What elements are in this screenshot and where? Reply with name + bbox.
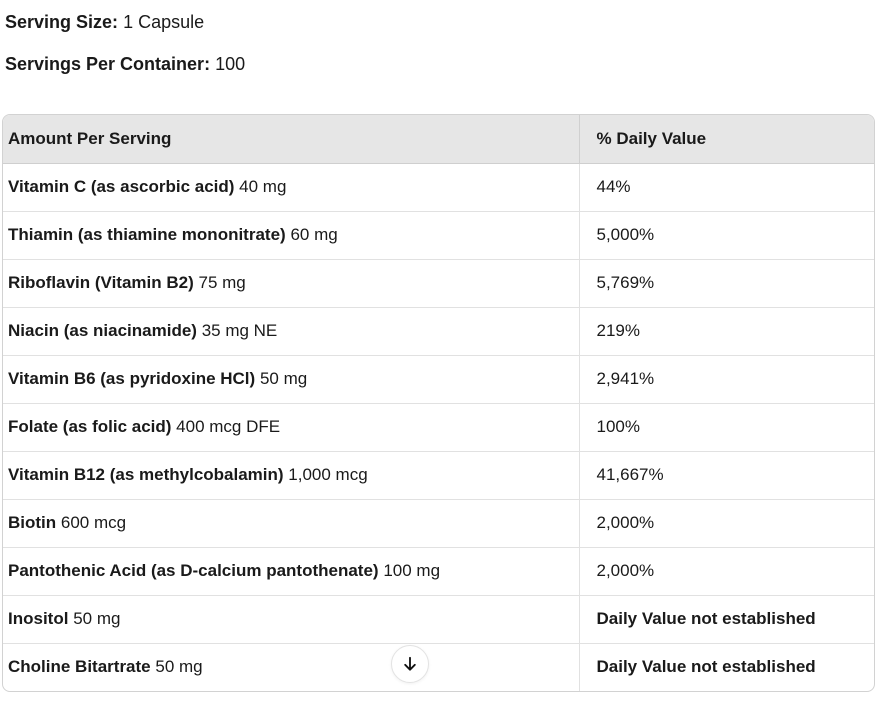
- daily-value-text: 5,000%: [596, 225, 655, 244]
- nutrient-cell: Folate (as folic acid) 400 mcg DFE: [3, 403, 579, 452]
- down-arrow-icon: [400, 654, 420, 674]
- nutrient-amount: 50 mg: [259, 369, 308, 388]
- daily-value-cell: 41,667%: [578, 451, 874, 500]
- table-row: Folate (as folic acid) 400 mcg DFE 100%: [3, 403, 874, 452]
- nutrient-cell: Biotin 600 mcg: [3, 499, 579, 548]
- nutrient-amount: 600 mcg: [60, 513, 127, 532]
- nutrient-amount: 100 mg: [383, 561, 441, 580]
- nutrient-name: Pantothenic Acid (as D-calcium pantothen…: [8, 561, 379, 580]
- daily-value-cell: 5,000%: [578, 211, 874, 260]
- servings-per-container-line: Servings Per Container: 100: [5, 52, 877, 76]
- nutrient-amount: 40 mg: [239, 177, 287, 196]
- servings-per-container-label: Servings Per Container:: [5, 54, 211, 74]
- nutrient-name: Thiamin (as thiamine mononitrate): [8, 225, 286, 244]
- table-row: Choline Bitartrate 50 mg Daily Value not…: [3, 643, 874, 691]
- daily-value-text: 5,769%: [596, 273, 655, 292]
- serving-size-label: Serving Size:: [5, 12, 119, 32]
- supplement-facts-table: Amount Per Serving % Daily Value Vitamin…: [3, 115, 874, 691]
- daily-value-cell: 5,769%: [578, 259, 874, 308]
- daily-value-text: 41,667%: [596, 465, 664, 484]
- nutrient-amount: 400 mcg DFE: [176, 417, 281, 436]
- nutrient-amount: 1,000 mcg: [288, 465, 368, 484]
- table-row: Inositol 50 mg Daily Value not establish…: [3, 595, 874, 644]
- nutrient-name: Choline Bitartrate: [8, 657, 151, 677]
- table-body: Vitamin C (as ascorbic acid) 40 mg 44% T…: [3, 163, 874, 691]
- nutrient-name: Inositol: [8, 609, 69, 628]
- daily-value-cell: 219%: [578, 307, 874, 356]
- serving-size-line: Serving Size: 1 Capsule: [5, 10, 877, 34]
- daily-value-text: 44%: [596, 177, 631, 196]
- daily-value-cell: 2,000%: [578, 499, 874, 548]
- servings-per-container-value: 100: [215, 54, 246, 74]
- nutrient-name: Folate (as folic acid): [8, 417, 172, 436]
- nutrient-amount: 50 mg: [155, 657, 203, 677]
- nutrient-amount: 50 mg: [73, 609, 121, 628]
- daily-value-text: 219%: [596, 321, 640, 340]
- nutrient-cell: Inositol 50 mg: [3, 595, 579, 644]
- table-row: Biotin 600 mcg 2,000%: [3, 499, 874, 548]
- nutrient-name: Riboflavin (Vitamin B2): [8, 273, 194, 292]
- table-row: Pantothenic Acid (as D-calcium pantothen…: [3, 547, 874, 596]
- table-row: Vitamin B6 (as pyridoxine HCl) 50 mg 2,9…: [3, 355, 874, 404]
- nutrient-amount: 60 mg: [290, 225, 338, 244]
- column-header-amount-per-serving: Amount Per Serving: [3, 115, 579, 164]
- table-row: Niacin (as niacinamide) 35 mg NE 219%: [3, 307, 874, 356]
- nutrient-cell: Vitamin C (as ascorbic acid) 40 mg: [3, 163, 579, 212]
- scroll-down-button[interactable]: [391, 645, 429, 683]
- daily-value-cell: 100%: [578, 403, 874, 452]
- daily-value-cell: 44%: [578, 163, 874, 212]
- daily-value-text: Daily Value not established: [596, 609, 816, 628]
- nutrient-name: Niacin (as niacinamide): [8, 321, 197, 340]
- nutrient-amount: 35 mg NE: [201, 321, 278, 340]
- daily-value-text: Daily Value not established: [596, 657, 816, 677]
- column-header-daily-value: % Daily Value: [578, 115, 874, 164]
- nutrient-cell: Pantothenic Acid (as D-calcium pantothen…: [3, 547, 579, 596]
- serving-size-value: 1 Capsule: [123, 12, 205, 32]
- serving-info: Serving Size: 1 Capsule Servings Per Con…: [0, 0, 877, 76]
- daily-value-text: 2,941%: [596, 369, 655, 388]
- daily-value-cell: Daily Value not established: [578, 643, 874, 691]
- daily-value-cell: Daily Value not established: [578, 595, 874, 644]
- nutrient-name: Vitamin B6 (as pyridoxine HCl): [8, 369, 256, 388]
- nutrient-name: Biotin: [8, 513, 57, 532]
- table-row: Vitamin C (as ascorbic acid) 40 mg 44%: [3, 163, 874, 212]
- daily-value-cell: 2,941%: [578, 355, 874, 404]
- nutrient-cell: Riboflavin (Vitamin B2) 75 mg: [3, 259, 579, 308]
- nutrient-name: Vitamin B12 (as methylcobalamin): [8, 465, 284, 484]
- nutrient-amount: 75 mg: [198, 273, 246, 292]
- table-row: Riboflavin (Vitamin B2) 75 mg 5,769%: [3, 259, 874, 308]
- table-row: Thiamin (as thiamine mononitrate) 60 mg …: [3, 211, 874, 260]
- supplement-facts-table-container: Amount Per Serving % Daily Value Vitamin…: [2, 114, 875, 692]
- nutrient-cell: Vitamin B6 (as pyridoxine HCl) 50 mg: [3, 355, 579, 404]
- daily-value-text: 2,000%: [596, 561, 655, 580]
- nutrient-cell: Niacin (as niacinamide) 35 mg NE: [3, 307, 579, 356]
- table-row: Vitamin B12 (as methylcobalamin) 1,000 m…: [3, 451, 874, 500]
- nutrient-cell: Choline Bitartrate 50 mg: [3, 643, 579, 691]
- nutrient-name: Vitamin C (as ascorbic acid): [8, 177, 235, 196]
- nutrient-cell: Vitamin B12 (as methylcobalamin) 1,000 m…: [3, 451, 579, 500]
- daily-value-cell: 2,000%: [578, 547, 874, 596]
- table-header: Amount Per Serving % Daily Value: [3, 115, 874, 164]
- daily-value-text: 2,000%: [596, 513, 655, 532]
- daily-value-text: 100%: [596, 417, 640, 436]
- nutrient-cell: Thiamin (as thiamine mononitrate) 60 mg: [3, 211, 579, 260]
- table-header-row: Amount Per Serving % Daily Value: [3, 115, 874, 164]
